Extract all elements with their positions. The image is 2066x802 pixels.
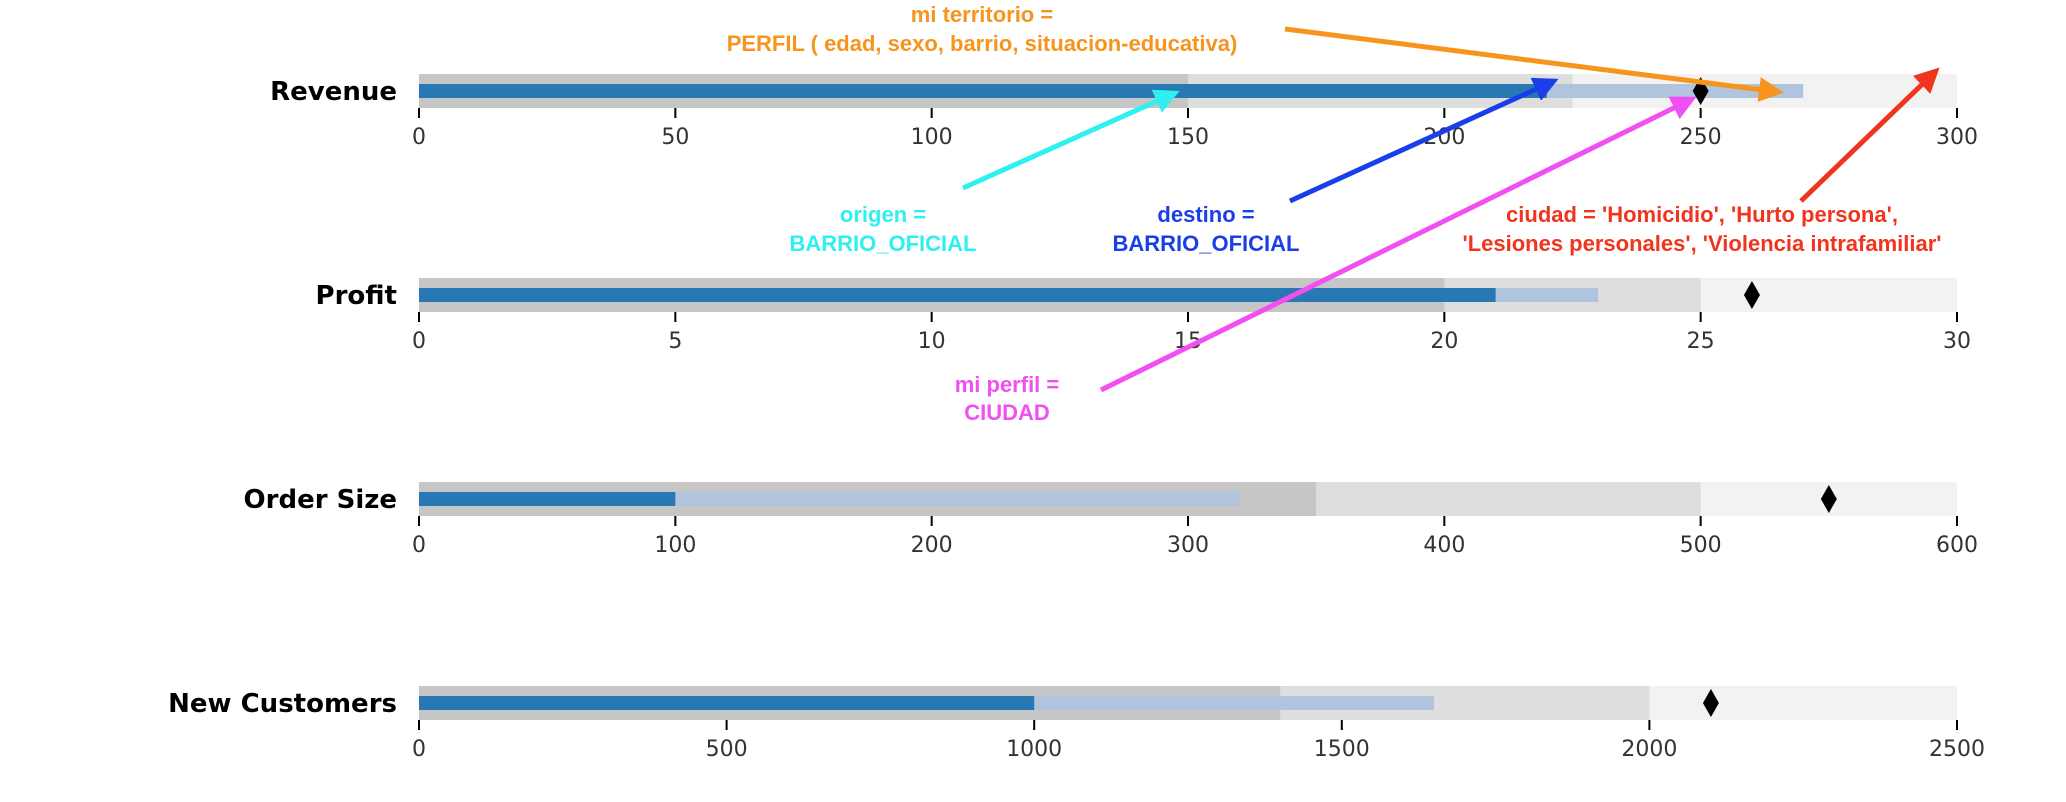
annotation-text: destino =	[1157, 202, 1254, 227]
measure-actual	[419, 288, 1496, 302]
tick-label: 10	[918, 329, 946, 354]
annotation-text: BARRIO_OFICIAL	[790, 231, 977, 256]
measure-actual	[419, 84, 1547, 98]
annotation-text: PERFIL ( edad, sexo, barrio, situacion-e…	[727, 31, 1238, 56]
annotation-arrow	[1288, 77, 1559, 204]
tick-label: 300	[1936, 125, 1978, 150]
tick-label: 300	[1167, 533, 1209, 558]
annotation-text: BARRIO_OFICIAL	[1113, 231, 1300, 256]
annotation-arrow	[1799, 67, 1940, 203]
target-marker	[1743, 281, 1760, 309]
annotation: ciudad = 'Homicidio', 'Hurto persona', 'L…	[1462, 67, 1942, 256]
tick-label: 100	[911, 125, 953, 150]
annotation: mi territorio = PERFIL ( edad, sexo, barr…	[727, 2, 1784, 102]
tick-label: 5	[668, 329, 682, 354]
measure-actual	[419, 492, 676, 506]
target-marker	[1820, 485, 1837, 513]
tick-label: 100	[654, 533, 696, 558]
tick-label: 2500	[1929, 737, 1985, 762]
tick-label: 400	[1423, 533, 1465, 558]
tick-label: 25	[1687, 329, 1715, 354]
tick-label: 50	[661, 125, 689, 150]
annotation-text: ciudad = 'Homicidio', 'Hurto persona',	[1506, 202, 1898, 227]
tick-label: 200	[911, 533, 953, 558]
tick-label: 2000	[1621, 737, 1677, 762]
annotation-text: 'Lesiones personales', 'Violencia intraf…	[1462, 231, 1941, 256]
annotation-text: mi perfil =	[955, 372, 1060, 397]
row-label: Profit	[316, 281, 397, 311]
tick-label: 0	[412, 329, 426, 354]
annotation-text: origen =	[840, 202, 926, 227]
row-label: Order Size	[244, 485, 397, 515]
tick-label: 0	[412, 737, 426, 762]
tick-label: 0	[412, 125, 426, 150]
bullet-row: New Customers 0 500 1000 1500 2000 2500	[168, 686, 1985, 762]
row-label: New Customers	[168, 689, 397, 719]
row-label: Revenue	[270, 77, 397, 107]
annotation-arrow	[961, 89, 1180, 191]
annotation-arrow	[1284, 26, 1784, 102]
tick-label: 1000	[1006, 737, 1062, 762]
tick-label: 150	[1167, 125, 1209, 150]
tick-label: 600	[1936, 533, 1978, 558]
tick-label: 0	[412, 533, 426, 558]
measure-actual	[419, 696, 1035, 710]
tick-label: 500	[706, 737, 748, 762]
tick-label: 1500	[1314, 737, 1370, 762]
target-marker	[1702, 689, 1719, 717]
annotation-text: mi territorio =	[911, 2, 1053, 27]
tick-label: 500	[1680, 533, 1722, 558]
annotation: origen = BARRIO_OFICIAL	[790, 89, 1180, 256]
annotation-arrow	[1099, 96, 1697, 393]
annotation: mi perfil = CIUDAD	[955, 96, 1697, 425]
annotation-text: CIUDAD	[964, 400, 1050, 425]
tick-label: 250	[1680, 125, 1722, 150]
tick-label: 20	[1430, 329, 1458, 354]
annotation: destino = BARRIO_OFICIAL	[1113, 77, 1559, 256]
tick-label: 30	[1943, 329, 1971, 354]
bullet-row: Order Size 0 100 200 300 400 500 600	[244, 482, 1978, 558]
annotations: mi territorio = PERFIL ( edad, sexo, barr…	[727, 2, 1942, 425]
